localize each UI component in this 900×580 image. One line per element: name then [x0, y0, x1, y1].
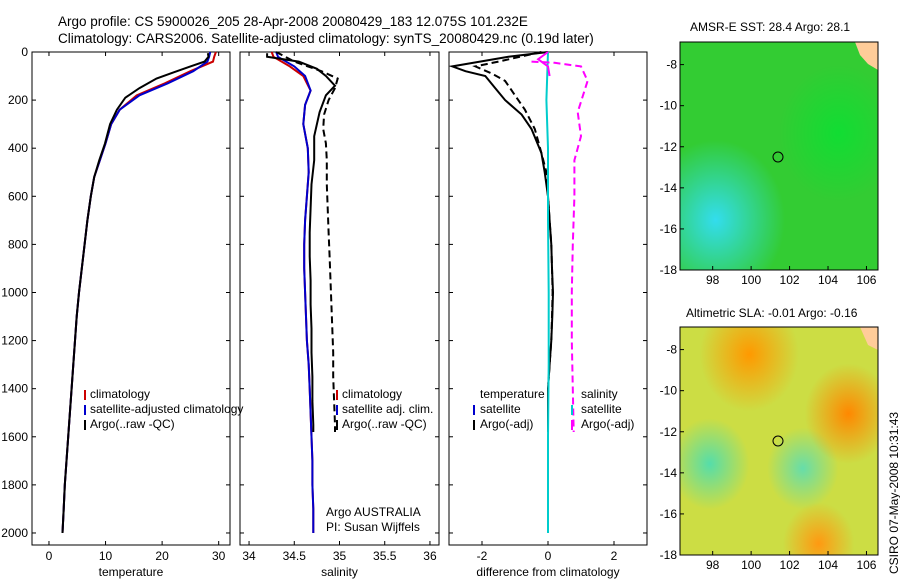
- sst-xtick-label: 100: [741, 273, 761, 287]
- sst-map-title: AMSR-E SST: 28.4 Argo: 28.1: [690, 20, 850, 34]
- sst-xtick-label: 106: [856, 273, 876, 287]
- sst-ytick-label: -16: [660, 222, 678, 236]
- panel-temperature: 0 10 20 30 0 200 400 600 800 1000 1200 1400 1600 1800…: [1, 45, 243, 579]
- temperature-ytick-label: 1000: [1, 285, 28, 299]
- sst-map-frame: [679, 41, 879, 271]
- difference-legend-left-entry: Argo(-adj): [480, 417, 533, 431]
- temperature-ytick-label: 1800: [1, 478, 28, 492]
- sst-xtick-label: 104: [818, 273, 838, 287]
- difference-legend-left-entry: temperature: [480, 387, 545, 401]
- sla-ytick-label: -14: [660, 466, 678, 480]
- salinity-xlabel: salinity: [321, 565, 358, 579]
- salinity-series-0: [270, 51, 315, 533]
- sst-xtick-label: 98: [706, 273, 720, 287]
- difference-xtick-label: 2: [611, 549, 618, 563]
- sla-map-frame: [679, 326, 879, 556]
- sla-map-title: Altimetric SLA: -0.01 Argo: -0.16: [686, 306, 858, 320]
- sla-map: Altimetric SLA: -0.01 Argo: -0.16 98 100 1…: [660, 306, 879, 572]
- sla-xtick-label: 102: [780, 558, 800, 572]
- salinity-legend-entry: climatology: [342, 387, 402, 401]
- panel-salinity: 34 34.5 35 35.5 36 salinity climatologysatelli…: [239, 51, 440, 579]
- timestamp-stamp: CSIRO 07-May-2008 10:31:43: [887, 412, 900, 574]
- sla-xtick-label: 100: [741, 558, 761, 572]
- temperature-ytick-label: 1400: [1, 382, 28, 396]
- difference-legend-right-entry: satellite: [581, 402, 622, 416]
- temperature-series-2: [61, 53, 210, 534]
- figure-title-line2: Climatology: CARS2006. Satellite-adjuste…: [58, 31, 594, 46]
- salinity-legend-entry: satellite adj. clim.: [342, 402, 433, 416]
- difference-legend-right-entry: salinity: [581, 387, 618, 401]
- difference-series-0: [448, 51, 555, 432]
- sla-argo-marker: [772, 435, 784, 447]
- sst-ytick-label: -8: [666, 58, 677, 72]
- sst-ytick-label: -10: [660, 99, 678, 113]
- sst-argo-marker: [772, 151, 784, 163]
- sla-ytick-label: -18: [660, 548, 678, 562]
- sst-ytick-label: -14: [660, 181, 678, 195]
- difference-series-4: [536, 51, 551, 77]
- salinity-xtick-label: 35.5: [373, 549, 397, 563]
- temperature-ytick-label: 800: [8, 237, 28, 251]
- sla-map-ticks: 98 100 102 104 106 -8 -10 -12 -14 -16 -18: [660, 343, 877, 572]
- difference-legend-left-entry: satellite: [480, 402, 521, 416]
- sla-land: [860, 327, 878, 350]
- sst-map: AMSR-E SST: 28.4 Argo: 28.1 98 100 102 104 1…: [660, 20, 879, 287]
- sst-ytick-label: -12: [660, 140, 678, 154]
- sst-warm-patch: [680, 42, 878, 270]
- salinity-axes-frame: [239, 51, 440, 546]
- temperature-xtick-label: 0: [46, 549, 53, 563]
- salinity-series-2: [266, 53, 337, 432]
- temperature-legend-entry: satellite-adjusted climatology: [90, 402, 243, 416]
- sla-ytick-label: -12: [660, 425, 678, 439]
- figure-title-line1: Argo profile: CS 5900026_205 28-Apr-2008…: [58, 14, 528, 29]
- salinity-series-1: [275, 51, 315, 533]
- salinity-xtick-label: 34.5: [283, 549, 307, 563]
- temperature-legend-entry: Argo(..raw -QC): [90, 417, 175, 431]
- temperature-xtick-label: 20: [155, 549, 169, 563]
- temperature-xlabel: temperature: [99, 565, 164, 579]
- temperature-ytick-label: 2000: [1, 526, 28, 540]
- salinity-xtick-label: 34: [242, 549, 256, 563]
- difference-xlabel: difference from climatology: [476, 565, 619, 579]
- temperature-series-0: [61, 51, 217, 534]
- panel-difference: -2 0 2 difference from climatology temperatu…: [448, 51, 648, 579]
- sst-ytick-label: -18: [660, 263, 678, 277]
- salinity-xtick-label: 35: [333, 549, 347, 563]
- salinity-legend-entry: Argo(..raw -QC): [342, 417, 427, 431]
- sla-ytick-label: -8: [666, 343, 677, 357]
- sla-high-patch-3: [680, 327, 878, 555]
- sla-ytick-label: -10: [660, 384, 678, 398]
- difference-legend-right-entry: Argo(-adj): [581, 417, 634, 431]
- salinity-xtick-label: 36: [423, 549, 437, 563]
- salinity-annotation: Argo AUSTRALIA: [326, 505, 421, 519]
- salinity-annotation: PI: Susan Wijffels: [326, 520, 420, 534]
- temperature-ytick-label: 600: [8, 189, 28, 203]
- temperature-ytick-label: 400: [8, 141, 28, 155]
- temperature-xtick-label: 10: [99, 549, 113, 563]
- difference-xtick-label: 0: [545, 549, 552, 563]
- sst-xtick-label: 102: [780, 273, 800, 287]
- temperature-ytick-label: 1200: [1, 334, 28, 348]
- difference-series-3: [531, 60, 589, 433]
- difference-xtick-label: -2: [477, 549, 488, 563]
- difference-series-2: [545, 51, 550, 533]
- sla-xtick-label: 98: [706, 558, 720, 572]
- sla-ytick-label: -16: [660, 507, 678, 521]
- temperature-series-1: [61, 51, 212, 534]
- temperature-legend-entry: climatology: [90, 387, 150, 401]
- temperature-ytick-label: 0: [21, 45, 28, 59]
- sla-xtick-label: 106: [856, 558, 876, 572]
- temperature-ytick-label: 1600: [1, 430, 28, 444]
- sst-map-ticks: 98 100 102 104 106 -8 -10 -12 -14 -16 -18: [660, 58, 877, 287]
- temperature-axes-frame: [31, 51, 231, 546]
- sst-land: [855, 42, 878, 70]
- temperature-ytick-label: 200: [8, 93, 28, 107]
- salinity-series-3: [275, 51, 339, 432]
- sla-xtick-label: 104: [818, 558, 838, 572]
- temperature-xtick-label: 30: [212, 549, 226, 563]
- profile-panels: 0 10 20 30020040060080010001200140016001800…: [1, 45, 648, 579]
